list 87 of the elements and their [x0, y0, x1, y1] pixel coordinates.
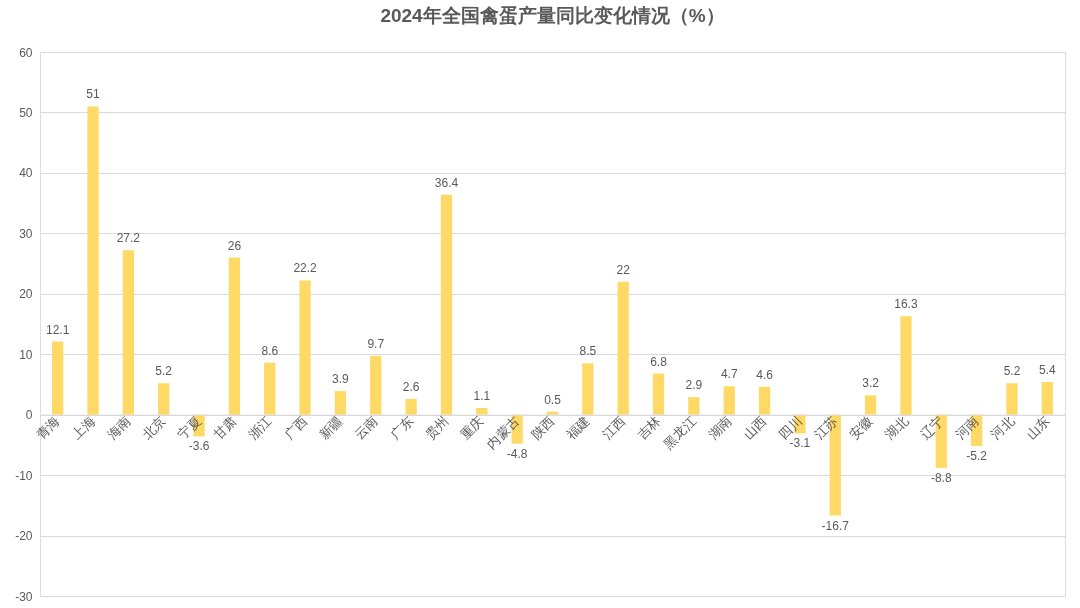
bar: [52, 341, 64, 415]
bar: [370, 356, 382, 415]
y-tick-label: 40: [19, 166, 33, 181]
data-label: -8.8: [930, 470, 952, 485]
data-label: 1.1: [473, 389, 491, 404]
data-label: 16.3: [894, 297, 918, 312]
x-tick-label: 青海: [33, 413, 63, 443]
data-label: -3.6: [188, 439, 210, 454]
y-tick-label: 60: [19, 45, 33, 60]
x-tick-label: 河北: [987, 413, 1017, 443]
data-label: 22: [616, 262, 631, 277]
bar: [1006, 383, 1018, 415]
bar: [228, 257, 241, 415]
bar: [334, 391, 347, 415]
bar: [582, 363, 594, 415]
x-tick-label: 北京: [139, 413, 169, 443]
bar: [405, 398, 417, 415]
x-tick-label: 安徽: [846, 413, 876, 443]
y-tick-label: -10: [15, 468, 33, 483]
data-label: 5.2: [1003, 364, 1021, 379]
x-tick-label: 广西: [281, 413, 311, 443]
bar: [688, 397, 700, 415]
x-tick-label: 重庆: [457, 413, 487, 443]
y-tick-label: 30: [19, 226, 33, 241]
data-label: 6.8: [650, 354, 668, 369]
y-tick-label: 0: [25, 408, 33, 423]
data-label: 0.5: [544, 392, 562, 407]
bar: [264, 362, 276, 415]
bar: [440, 194, 453, 415]
data-label: -4.8: [506, 446, 528, 461]
bar: [122, 250, 135, 415]
x-tick-label: 云南: [351, 413, 381, 443]
bar: [864, 395, 877, 415]
data-label: 4.6: [756, 367, 774, 382]
x-tick-label: 山东: [1023, 413, 1053, 443]
chart-title: 2024年全国禽蛋产量同比变化情况（%）: [380, 5, 725, 26]
x-tick-label: 广东: [387, 413, 417, 443]
bar: [617, 281, 629, 415]
y-tick-label: -30: [15, 589, 33, 604]
bar: [758, 386, 771, 415]
bar: [158, 383, 170, 415]
data-label: -16.7: [821, 518, 850, 533]
x-tick-label: 江苏: [811, 413, 841, 443]
data-label: 12.1: [45, 322, 70, 337]
y-tick-label: 10: [19, 347, 33, 362]
x-tick-label: 山西: [740, 413, 770, 443]
x-tick-label: 江西: [599, 413, 629, 443]
data-label: 9.7: [367, 337, 385, 352]
bar: [652, 373, 665, 415]
bar: [900, 316, 912, 415]
bar: [723, 386, 735, 415]
data-label: 22.2: [293, 261, 318, 276]
x-tick-label: 浙江: [245, 413, 275, 443]
y-tick-label: -20: [15, 529, 33, 544]
data-label: 5.4: [1038, 363, 1056, 378]
x-tick-label: 辽宁: [917, 413, 947, 443]
data-label: 2.9: [685, 378, 703, 393]
x-tick-label: 甘肃: [210, 413, 240, 443]
y-tick-label: 50: [19, 105, 33, 120]
y-tick-label: 20: [19, 287, 33, 302]
x-tick-label: 湖北: [881, 413, 911, 443]
x-tick-label: 新疆: [316, 413, 346, 443]
data-label: 8.5: [579, 344, 597, 359]
data-label: 2.6: [402, 379, 420, 394]
bar: [1041, 382, 1053, 415]
data-label: 3.2: [862, 376, 880, 391]
data-label: -3.1: [789, 436, 811, 451]
data-label: 5.2: [155, 364, 173, 379]
data-label: 26: [227, 238, 242, 253]
data-label: 8.6: [261, 343, 279, 358]
x-tick-label: 上海: [68, 413, 98, 443]
x-tick-label: 贵州: [422, 413, 452, 443]
bar: [87, 106, 99, 415]
data-label: 27.2: [116, 231, 141, 246]
data-label: 36.4: [434, 175, 459, 190]
x-tick-label: 海南: [104, 413, 134, 443]
x-tick-label: 湖南: [705, 413, 735, 443]
data-label: 3.9: [332, 372, 350, 387]
data-label: -5.2: [966, 449, 988, 464]
x-tick-label: 陕西: [528, 413, 558, 443]
x-tick-label: 河南: [952, 413, 982, 443]
data-label: 4.7: [720, 367, 738, 382]
bar: [546, 411, 559, 415]
data-label: 51: [86, 87, 101, 102]
bar: [299, 280, 311, 415]
bar: [476, 408, 488, 415]
x-tick-label: 福建: [563, 413, 593, 443]
